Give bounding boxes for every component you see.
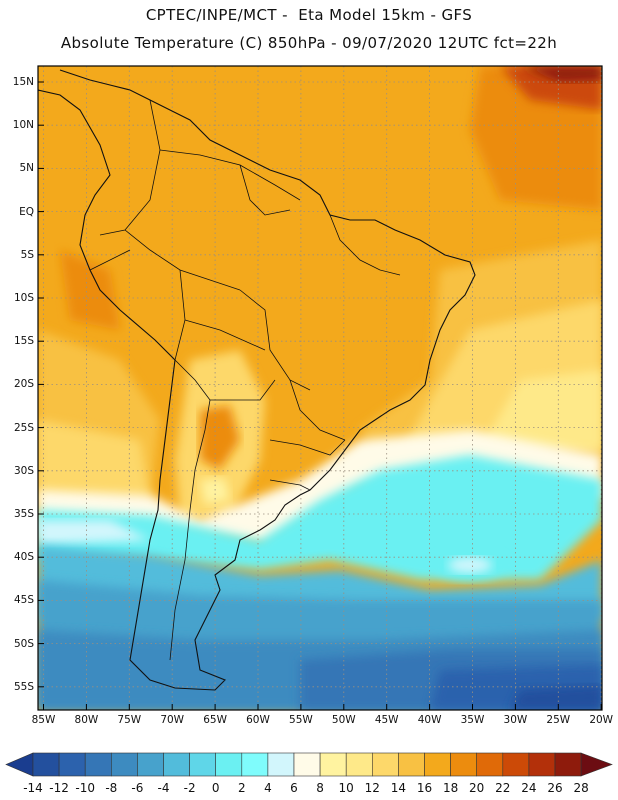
colorbar-cell: [319, 752, 347, 777]
colorbar-cell: [58, 752, 86, 777]
lon-label: 65W: [203, 714, 227, 726]
lon-label: 70W: [160, 714, 185, 726]
lat-label: 55S: [13, 680, 34, 693]
colorbar-label: -12: [49, 781, 69, 795]
colorbar-label: 2: [237, 781, 246, 795]
colorbar-label: 0: [211, 781, 220, 795]
lon-label: 30W: [503, 714, 528, 726]
colorbar-label: 24: [521, 781, 537, 795]
temperature-map: [37, 65, 603, 711]
colorbar-cell: [137, 752, 164, 777]
colorbar-label: 26: [547, 781, 563, 795]
colorbar-cell: [215, 752, 243, 777]
colorbar-cell: [528, 752, 556, 777]
lat-label: 15N: [12, 76, 34, 88]
lon-label: 35W: [460, 714, 485, 726]
lon-label: 40W: [417, 714, 442, 726]
colorbar-cell: [267, 752, 295, 777]
colorbar-label: 8: [316, 781, 324, 795]
lon-label: 20W: [589, 714, 614, 726]
colorbar-label: -6: [131, 781, 144, 795]
colorbar-label: 22: [495, 781, 511, 795]
colorbar-cell: [111, 752, 138, 777]
lat-label: 25S: [13, 421, 34, 434]
colorbar-cell: [398, 752, 425, 777]
colorbar-label: -4: [157, 781, 170, 795]
colorbar-label: 6: [290, 781, 298, 795]
lat-label: 5N: [19, 162, 34, 175]
lat-label: 10S: [13, 292, 34, 304]
lon-label: 45W: [374, 714, 399, 726]
colorbar-cell: [476, 752, 504, 777]
coastline: [38, 69, 476, 691]
colorbar-label: 18: [442, 781, 459, 795]
colorbar-cell: [371, 752, 399, 777]
colorbar-label: -10: [75, 781, 95, 795]
colorbar-cell: [163, 752, 190, 777]
colorbar-cell: [345, 752, 373, 777]
lat-label: 45S: [13, 594, 34, 607]
colorbar-label: 14: [390, 781, 407, 795]
colorbar-cell: [502, 752, 530, 777]
colorbar-cell: [293, 752, 321, 777]
lon-label: 60W: [246, 714, 270, 726]
header-subtitle: Absolute Temperature (C) 850hPa - 09/07/…: [60, 34, 558, 52]
lon-label: 55W: [289, 714, 313, 726]
colorbar-label: 4: [264, 781, 272, 795]
colorbar-label: 28: [573, 781, 589, 795]
lat-label: 40S: [13, 551, 34, 564]
colorbar-cell: [450, 752, 478, 777]
lat-label: 15S: [13, 335, 34, 348]
lon-label: 80W: [74, 714, 99, 726]
temperature-field: [38, 66, 602, 710]
colorbar-cell: [424, 752, 451, 777]
colorbar-cell: [32, 752, 60, 777]
colorbar-label: 16: [416, 781, 433, 795]
lat-label: 50S: [13, 637, 34, 650]
colorbar-label: 20: [469, 781, 485, 795]
colorbar-min-arrow: [5, 752, 34, 777]
lat-label: 35S: [13, 508, 34, 520]
colorbar-label: -8: [105, 781, 118, 795]
lat-label: 5S: [20, 248, 34, 261]
lon-label: 50W: [331, 714, 356, 726]
colorbar-label: 12: [364, 781, 380, 795]
colorbar-cell: [554, 752, 582, 777]
colorbar-max-arrow: [580, 752, 613, 777]
lon-label: 25W: [546, 714, 571, 726]
header-title: CPTEC/INPE/MCT - Eta Model 15km - GFS: [145, 6, 473, 24]
country-borders: [89, 99, 401, 661]
lat-label: EQ: [19, 205, 34, 218]
colorbar: [5, 752, 613, 777]
lat-label: 30S: [13, 464, 34, 477]
colorbar-cell: [241, 752, 269, 777]
colorbar-cell: [84, 752, 112, 777]
lat-label: 20S: [13, 378, 34, 391]
colorbar-label: -2: [183, 781, 196, 795]
colorbar-cell: [189, 752, 217, 777]
lon-label: 75W: [117, 714, 142, 726]
colorbar-label: -14: [23, 781, 43, 795]
lat-label: 10N: [12, 119, 34, 132]
colorbar-label: 10: [338, 781, 354, 795]
lon-label: 85W: [31, 714, 56, 726]
